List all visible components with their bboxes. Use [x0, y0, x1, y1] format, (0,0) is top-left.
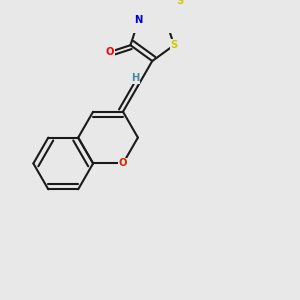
Text: H: H: [131, 73, 140, 83]
Text: S: S: [176, 0, 183, 6]
Text: O: O: [119, 158, 127, 169]
Text: N: N: [135, 15, 143, 25]
Text: O: O: [105, 47, 114, 57]
Text: S: S: [170, 40, 178, 50]
